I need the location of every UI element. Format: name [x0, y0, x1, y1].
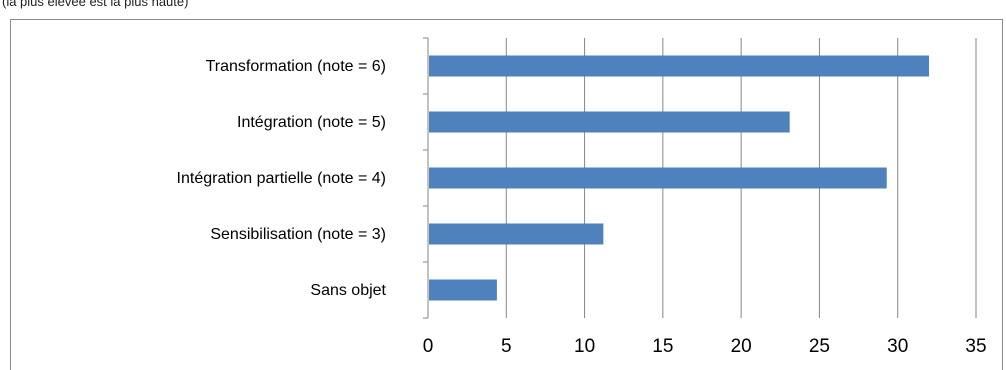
x-tick-label-30: 30 — [887, 336, 908, 357]
x-tick-label-25: 25 — [809, 336, 830, 357]
bar-2 — [429, 167, 887, 189]
category-label-1: Intégration (note = 5) — [237, 114, 386, 131]
x-tick-label-35: 35 — [965, 336, 986, 357]
chart-frame — [10, 19, 1003, 370]
x-tick-label-10: 10 — [574, 336, 595, 357]
category-label-4: Sans objet — [310, 282, 386, 299]
x-tick-label-20: 20 — [731, 336, 752, 357]
x-tick-label-15: 15 — [652, 336, 673, 357]
category-label-2: Intégration partielle (note = 4) — [177, 170, 386, 187]
category-label-0: Transformation (note = 6) — [206, 58, 386, 75]
bar-0 — [429, 55, 930, 77]
figure-caption-fragment: (la plus élevée est la plus haute) — [2, 0, 189, 9]
x-tick-label-5: 5 — [501, 336, 512, 357]
bar-1 — [429, 111, 790, 133]
category-label-3: Sensibilisation (note = 3) — [210, 226, 386, 243]
bar-3 — [429, 223, 604, 245]
x-tick-label-0: 0 — [423, 336, 434, 357]
bar-4 — [429, 279, 497, 301]
